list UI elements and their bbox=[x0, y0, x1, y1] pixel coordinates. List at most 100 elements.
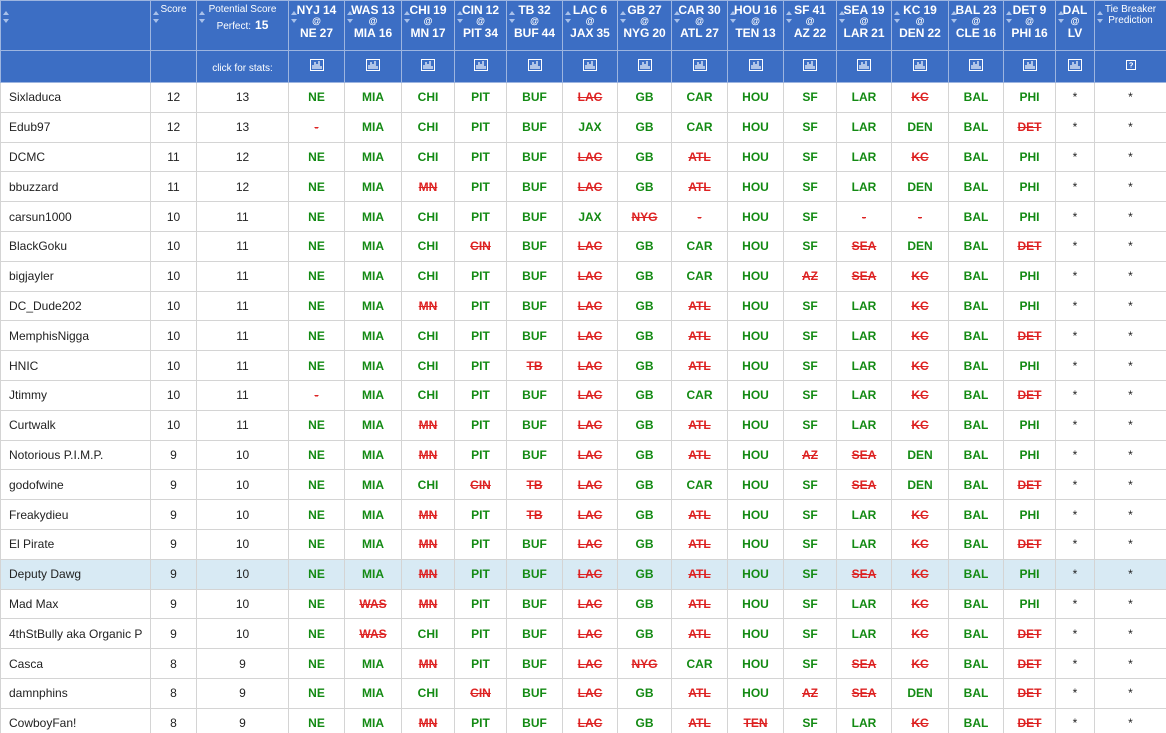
stats-icon[interactable] bbox=[1022, 58, 1037, 71]
stats-icon[interactable] bbox=[1068, 58, 1082, 71]
stats-icon[interactable] bbox=[527, 58, 542, 71]
game-header[interactable]: SF 41 @ AZ 22 bbox=[783, 0, 837, 51]
game-header[interactable]: CHI 19 @ MN 17 bbox=[401, 0, 455, 51]
game-header[interactable]: DAL @ LV bbox=[1055, 0, 1095, 51]
pick: * bbox=[1055, 618, 1095, 650]
stats-icon[interactable] bbox=[692, 58, 707, 71]
player-name[interactable]: damnphins bbox=[0, 677, 151, 709]
away-team: WAS 13 bbox=[345, 3, 401, 17]
sort-arrows[interactable] bbox=[347, 10, 353, 24]
help-icon[interactable] bbox=[1125, 59, 1137, 71]
player-name[interactable]: bigjayler bbox=[0, 260, 151, 292]
pick: HOU bbox=[727, 379, 784, 411]
stats-icon[interactable] bbox=[583, 58, 597, 71]
sort-arrows[interactable] bbox=[839, 10, 845, 24]
score: 8 bbox=[150, 707, 197, 733]
pick: BAL bbox=[948, 230, 1004, 262]
tiebreaker: * bbox=[1094, 677, 1166, 709]
player-name[interactable]: Mad Max bbox=[0, 588, 151, 620]
potential-header[interactable]: Potential Score Perfect: 15 bbox=[196, 0, 289, 51]
pick: DEN bbox=[891, 439, 949, 471]
sort-arrows[interactable] bbox=[1058, 10, 1064, 24]
stats-icon[interactable] bbox=[748, 58, 763, 71]
player-name[interactable]: carsun1000 bbox=[0, 201, 151, 232]
name-header[interactable] bbox=[0, 0, 151, 51]
player-name[interactable]: Freakydieu bbox=[0, 499, 151, 530]
game-header[interactable]: CIN 12 @ PIT 34 bbox=[454, 0, 507, 51]
player-row: Freakydieu 9 10 NE MIA MN PIT TB LAC GB ATL HOU SF LA… bbox=[0, 499, 1166, 530]
tiebreaker: * bbox=[1094, 320, 1166, 352]
stats-icon[interactable] bbox=[473, 58, 488, 71]
away-name: BAL bbox=[955, 3, 981, 17]
game-header[interactable]: CAR 30 @ ATL 27 bbox=[671, 0, 728, 51]
player-name[interactable]: bbuzzard bbox=[0, 171, 151, 203]
player-name[interactable]: Notorious P.I.M.P. bbox=[0, 439, 151, 471]
player-name[interactable]: Jtimmy bbox=[0, 379, 151, 411]
player-name[interactable]: DCMC bbox=[0, 141, 151, 173]
player-name[interactable]: HNIC bbox=[0, 350, 151, 381]
stats-icon-cell bbox=[506, 50, 563, 83]
player-name[interactable]: Sixladuca bbox=[0, 82, 151, 113]
sort-arrows[interactable] bbox=[565, 10, 571, 24]
pick: PHI bbox=[1003, 171, 1056, 203]
sort-arrows[interactable] bbox=[786, 10, 792, 24]
game-header[interactable]: NYJ 14 @ NE 27 bbox=[288, 0, 345, 51]
pick: CHI bbox=[401, 379, 455, 411]
sort-arrows[interactable] bbox=[894, 10, 900, 24]
stats-icon[interactable] bbox=[969, 58, 983, 71]
stats-icon[interactable] bbox=[857, 58, 871, 71]
home-team: ATL 27 bbox=[672, 26, 727, 40]
player-name[interactable]: 4thStBully aka Organic P bbox=[0, 618, 151, 650]
game-header[interactable]: GB 27 @ NYG 20 bbox=[617, 0, 672, 51]
game-header[interactable]: TB 32 @ BUF 44 bbox=[506, 0, 563, 51]
sort-arrows[interactable] bbox=[291, 10, 297, 24]
stats-icon[interactable] bbox=[913, 58, 927, 71]
player-name[interactable]: DC_Dude202 bbox=[0, 290, 151, 322]
pick: PIT bbox=[454, 618, 507, 650]
game-header[interactable]: HOU 16 @ TEN 13 bbox=[727, 0, 784, 51]
player-name[interactable]: Casca bbox=[0, 648, 151, 679]
home-name: LAR bbox=[843, 26, 869, 40]
pick: * bbox=[1055, 171, 1095, 203]
sort-arrows[interactable] bbox=[951, 10, 957, 24]
player-name[interactable]: CowboyFan! bbox=[0, 707, 151, 733]
sort-arrows[interactable] bbox=[404, 10, 410, 24]
sort-arrows[interactable] bbox=[1006, 10, 1012, 24]
sort-arrows[interactable] bbox=[730, 10, 736, 24]
game-header[interactable]: WAS 13 @ MIA 16 bbox=[344, 0, 402, 51]
player-row: DC_Dude202 10 11 NE MIA MN PIT BUF LAC GB ATL HOU SF… bbox=[0, 290, 1166, 322]
score-header[interactable]: Score bbox=[150, 0, 197, 51]
stats-icon[interactable] bbox=[803, 58, 817, 71]
player-name[interactable]: Edub97 bbox=[0, 111, 151, 143]
pick: LAC bbox=[562, 648, 618, 679]
player-name[interactable]: godofwine bbox=[0, 469, 151, 501]
sort-arrows[interactable] bbox=[457, 10, 463, 24]
game-header[interactable]: KC 19 @ DEN 22 bbox=[891, 0, 949, 51]
stats-icon[interactable] bbox=[309, 58, 324, 71]
pick: PIT bbox=[454, 350, 507, 381]
player-name[interactable]: Deputy Dawg bbox=[0, 558, 151, 590]
stats-icon[interactable] bbox=[637, 58, 652, 71]
player-row: El Pirate 9 10 NE MIA MN PIT BUF LAC GB ATL HOU SF LA… bbox=[0, 528, 1166, 560]
blank bbox=[0, 50, 151, 83]
player-name[interactable]: El Pirate bbox=[0, 528, 151, 560]
sort-arrows[interactable] bbox=[199, 10, 205, 24]
player-name[interactable]: BlackGoku bbox=[0, 230, 151, 262]
pick: LAC bbox=[562, 677, 618, 709]
icon-frame bbox=[583, 58, 597, 71]
sort-arrows[interactable] bbox=[509, 10, 515, 24]
player-name[interactable]: MemphisNigga bbox=[0, 320, 151, 352]
stats-icon[interactable] bbox=[421, 58, 435, 71]
stats-icon[interactable] bbox=[366, 58, 380, 71]
sort-arrows[interactable] bbox=[3, 10, 9, 24]
sort-arrows[interactable] bbox=[1097, 10, 1103, 24]
game-header[interactable]: SEA 19 @ LAR 21 bbox=[836, 0, 892, 51]
game-header[interactable]: BAL 23 @ CLE 16 bbox=[948, 0, 1004, 51]
sort-arrows[interactable] bbox=[153, 10, 159, 24]
sort-arrows[interactable] bbox=[674, 10, 680, 24]
game-header[interactable]: DET 9 @ PHI 16 bbox=[1003, 0, 1056, 51]
game-header[interactable]: LAC 6 @ JAX 35 bbox=[562, 0, 618, 51]
player-name[interactable]: Curtwalk bbox=[0, 409, 151, 441]
tiebreaker-header[interactable]: Tie Breaker Prediction bbox=[1094, 0, 1166, 51]
sort-arrows[interactable] bbox=[620, 10, 626, 24]
